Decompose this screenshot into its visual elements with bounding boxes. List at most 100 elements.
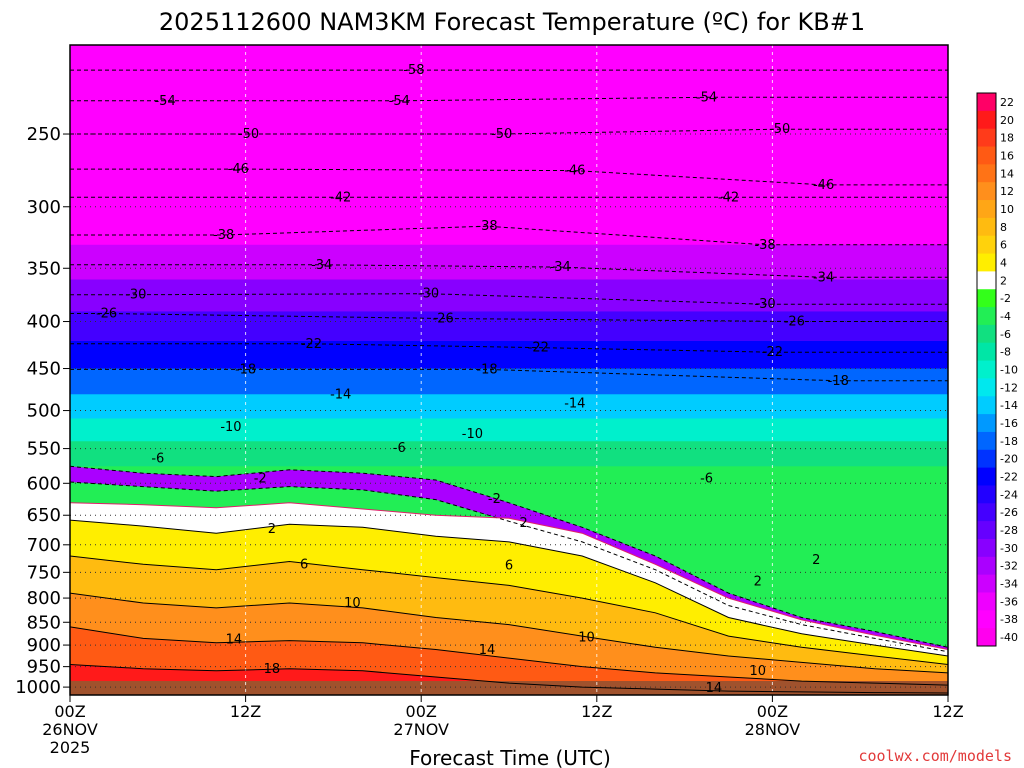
contour-label: -22 — [762, 345, 783, 360]
colorbar-swatch — [977, 217, 996, 237]
contour-label: 18 — [264, 662, 281, 677]
upper-isotherm--30 — [70, 293, 948, 305]
contour-label: 2 — [754, 574, 762, 589]
contour-label: -10 — [220, 420, 241, 435]
colorbar-label: -10 — [1000, 364, 1018, 377]
colorbar-label: -6 — [1000, 328, 1011, 341]
y-tick-label: 750 — [27, 562, 61, 583]
contour-label: -18 — [235, 362, 256, 377]
contour-label: -34 — [813, 270, 834, 285]
y-tick-label: 450 — [27, 359, 61, 380]
contour-label: -22 — [528, 341, 549, 356]
isotherm-line-5 — [70, 592, 948, 674]
contour-label: -38 — [476, 219, 497, 234]
colorbar-swatch — [977, 592, 996, 611]
colorbar-swatch — [977, 538, 996, 558]
colorbar-label: 18 — [1000, 132, 1014, 145]
contour-label: -18 — [476, 362, 497, 377]
contour-label: -50 — [769, 122, 790, 137]
colorbar-swatch — [977, 289, 996, 308]
y-tick-label: 550 — [27, 439, 61, 460]
colorbar-label: -36 — [1000, 595, 1018, 608]
colorbar-label: 20 — [1000, 114, 1014, 127]
colorbar-label: -20 — [1000, 453, 1018, 466]
colorbar-swatch — [977, 628, 996, 647]
contour-label: -58 — [403, 63, 424, 78]
contour-label: -6 — [151, 452, 164, 467]
colorbar-swatch — [977, 360, 996, 379]
isotherm-line-0 — [70, 465, 948, 648]
y-tick-label: 300 — [27, 197, 61, 218]
colorbar-swatch — [977, 342, 996, 362]
contour-label: -10 — [462, 427, 483, 442]
contour-label: 10 — [749, 664, 766, 679]
plot-area: -58 -54 -54 -54 -50 -50 -50 -46 -46 -46 -42 -42 -38 -… — [70, 45, 948, 695]
x-tick-label: 12Z — [932, 702, 963, 721]
contour-label: 14 — [226, 633, 243, 648]
contour-label: -42 — [718, 190, 739, 205]
colorbar-swatch — [977, 182, 996, 201]
credit-link[interactable]: coolwx.com/models — [858, 747, 1012, 765]
colorbar-swatch — [977, 521, 996, 540]
contour-label: -34 — [550, 260, 571, 275]
colorbar-label: -2 — [1000, 292, 1011, 305]
contour-label: -42 — [330, 190, 351, 205]
contour-label: -50 — [491, 127, 512, 142]
isotherm-line-4 — [70, 555, 948, 665]
upper-isotherm--50 — [70, 128, 948, 135]
contour-label: -14 — [330, 387, 351, 402]
y-tick-label: 900 — [27, 635, 61, 656]
contour-label: -30 — [418, 287, 439, 302]
upper-isotherm--34 — [70, 264, 948, 278]
contour-label: 10 — [344, 596, 361, 611]
x-tick-label: 12Z — [230, 702, 261, 721]
upper-isotherm--26 — [70, 313, 948, 322]
contour-label: -50 — [238, 127, 259, 142]
colorbar-label: 14 — [1000, 167, 1014, 180]
colorbar-label: 8 — [1000, 221, 1007, 234]
contour-label: -46 — [228, 162, 249, 177]
colorbar-label: -24 — [1000, 488, 1018, 501]
contour-label: -38 — [213, 228, 234, 243]
colorbar-label: -26 — [1000, 506, 1018, 519]
colorbar-swatch — [977, 556, 996, 576]
contour-label: 14 — [479, 643, 496, 658]
upper-isotherm--46 — [70, 168, 948, 186]
colorbar-frame — [976, 92, 997, 647]
x-tick-label: 27NOV — [393, 720, 449, 739]
colorbar-label: -32 — [1000, 560, 1018, 573]
x-tick-label: 2025 — [50, 738, 91, 757]
colorbar-swatch — [977, 93, 996, 112]
contour-label: -54 — [389, 94, 410, 109]
colorbar-swatch — [977, 467, 996, 486]
y-tick-label: 250 — [27, 124, 61, 145]
colorbar-label: 16 — [1000, 149, 1014, 162]
x-tick-label: 00Z — [54, 702, 85, 721]
colorbar-swatch — [977, 128, 996, 148]
upper-isotherm--22 — [70, 343, 948, 353]
colorbar-label: -38 — [1000, 613, 1018, 626]
colorbar-swatch — [977, 110, 996, 130]
isotherm-lines — [70, 69, 948, 694]
colorbar-swatch — [977, 324, 996, 344]
contour-label: -46 — [813, 178, 834, 193]
contour-label: 2 — [812, 553, 820, 568]
x-tick-label: 00Z — [757, 702, 788, 721]
colorbar-swatch — [977, 146, 996, 165]
colorbar-swatch — [977, 431, 996, 451]
y-tick-label: 700 — [27, 535, 61, 556]
colorbar-swatch — [977, 378, 996, 397]
plot-frame — [69, 44, 949, 696]
upper-isotherm--38 — [70, 225, 948, 246]
colorbar-label: 4 — [1000, 256, 1007, 269]
contour-label: 6 — [300, 557, 308, 572]
colorbar-label: 2 — [1000, 274, 1007, 287]
y-tick-label: 650 — [27, 505, 61, 526]
contour-label: -2 — [254, 472, 267, 487]
colorbar-swatch — [977, 235, 996, 255]
x-tick-label: 00Z — [406, 702, 437, 721]
colorbar-label: 10 — [1000, 203, 1014, 216]
colorbar-swatch — [977, 610, 996, 629]
chart-title: 2025112600 NAM3KM Forecast Temperature (… — [159, 8, 865, 36]
colorbar-label: -8 — [1000, 346, 1011, 359]
